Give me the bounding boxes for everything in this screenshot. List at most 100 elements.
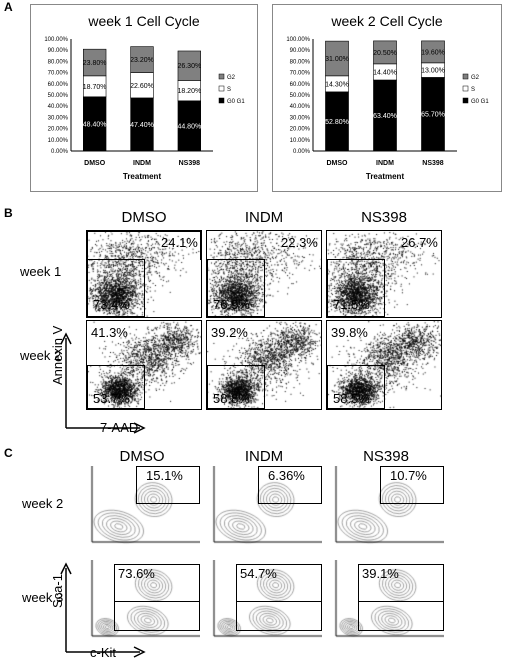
legend-swatch (462, 85, 469, 92)
data-label: 22.60% (130, 83, 154, 90)
column-header-dmso: DMSO (119, 448, 165, 465)
data-label: 14.40% (373, 69, 397, 76)
data-label: 26.30% (177, 63, 201, 70)
dot-plot-week1-dmso: 24.1% 73.4% (86, 230, 202, 318)
x-tick-label: INDM (133, 160, 151, 167)
bar-chart-svg: 100.00% 90.00% 80.00% 70.00% 60.00% 50.00% 40.… (44, 37, 245, 181)
column-header-indm: INDM (244, 209, 284, 226)
percent-lower: 71.5% (333, 297, 370, 312)
x-tick-label: NS398 (179, 160, 201, 167)
gate-lower (327, 365, 385, 409)
legend-label: G2 (471, 75, 480, 81)
gate-upper (87, 231, 201, 260)
bar-segment (373, 40, 397, 65)
axis-arrows-c (60, 562, 146, 658)
data-label: 23.80% (83, 60, 107, 67)
percent-upper: 26.7% (401, 235, 438, 250)
x-axis-label: Treatment (123, 172, 162, 181)
axis-arrows-b (60, 332, 146, 434)
gate-lower (87, 259, 145, 317)
row-header-week3: week 3 (22, 590, 64, 605)
y-tick-label: 80.00% (48, 59, 69, 65)
chart-title: week 1 Cell Cycle (88, 13, 200, 29)
column-header-ns398: NS398 (361, 209, 407, 226)
contour-plot-week3-indm: 54.7% (206, 560, 322, 644)
column-header-dmso: DMSO (121, 209, 167, 226)
y-tick-label: 0.00% (51, 149, 69, 155)
y-tick-label: 60.00% (48, 82, 69, 88)
contour-cloud (84, 466, 200, 550)
dot-plot-week1-indm: 22.3% 76.9% (206, 230, 322, 318)
y-tick-label: 0.00% (293, 149, 311, 155)
y-tick-label: 50.00% (48, 93, 69, 99)
chart-title: week 2 Cell Cycle (331, 13, 443, 29)
gate-lower (207, 259, 265, 317)
legend-label: S (471, 87, 475, 93)
contour-cloud (206, 466, 322, 550)
bar-segment (130, 46, 154, 73)
percent-gate: 54.7% (240, 566, 277, 581)
percent-lower: 76.9% (213, 297, 250, 312)
column-header-indm: INDM (244, 448, 284, 465)
gate-lower (207, 365, 265, 409)
legend-swatch (218, 97, 225, 104)
legend-swatch (462, 73, 469, 80)
dot-plot-week2-dmso: 41.3% 53.7% (86, 320, 202, 410)
gate-sca-ckit (380, 466, 444, 504)
contour-plot-week2-dmso: 15.1% (84, 466, 200, 550)
bar-chart-svg: 100.00% 90.00% 80.00% 70.00% 60.00% 50.00% 40.… (286, 37, 489, 181)
y-tick-label: 20.00% (290, 127, 311, 133)
x-axis-label-7aad: 7-AAD (100, 420, 139, 435)
y-tick-label: 70.00% (290, 71, 311, 77)
data-label: 14.30% (325, 81, 349, 88)
percent-lower: 58.8% (213, 391, 250, 406)
y-tick-label: 100.00% (44, 37, 68, 43)
data-label: 63.40% (373, 113, 397, 120)
bar-chart-week1: week 1 Cell Cycle 100.00% 90.00% 80.00% 70.… (30, 4, 258, 192)
x-axis-label: Treatment (366, 172, 405, 181)
contour-plot-week2-indm: 6.36% (206, 466, 322, 550)
y-tick-label: 40.00% (48, 104, 69, 110)
y-tick-label: 70.00% (48, 71, 69, 77)
percent-upper: 39.2% (211, 325, 248, 340)
contour-cloud (328, 466, 444, 550)
data-label: 65.70% (421, 112, 445, 119)
y-tick-label: 90.00% (290, 48, 311, 54)
percent-upper: 39.8% (331, 325, 368, 340)
legend-label: G0 G1 (471, 99, 489, 105)
percent-gate: 39.1% (362, 566, 399, 581)
gate-sca-ckit-lower (114, 601, 200, 631)
data-label: 47.40% (130, 122, 154, 129)
x-tick-label: INDM (376, 160, 394, 167)
percent-lower: 53.7% (93, 391, 130, 406)
legend-label: G2 (227, 75, 236, 81)
data-label: 13.00% (421, 68, 445, 75)
gate-sca-ckit-lower (236, 601, 322, 631)
y-tick-label: 40.00% (290, 104, 311, 110)
y-tick-label: 30.00% (48, 115, 69, 121)
percent-upper: 24.1% (161, 235, 198, 250)
percent-gate: 6.36% (268, 468, 305, 483)
gate-sca-ckit (258, 466, 322, 504)
legend-label: G0 G1 (227, 99, 245, 105)
legend-swatch (462, 97, 469, 104)
percent-lower: 73.4% (93, 297, 130, 312)
y-tick-label: 50.00% (290, 93, 311, 99)
y-tick-label: 30.00% (290, 115, 311, 121)
percent-upper: 22.3% (281, 235, 318, 250)
bar-segment (177, 50, 201, 81)
contour-plot-week3-dmso: 73.6% (84, 560, 200, 644)
x-tick-label: DMSO (84, 160, 106, 167)
gate-sca-ckit-lower (358, 601, 444, 631)
data-label: 44.80% (177, 123, 201, 130)
legend-swatch (218, 73, 225, 80)
row-header-week2: week 2 (22, 496, 64, 511)
data-label: 52.80% (325, 119, 349, 126)
x-tick-label: NS398 (422, 160, 444, 167)
percent-upper: 41.3% (91, 325, 128, 340)
panel-label-c: C (4, 446, 13, 460)
panel-label-a: A (4, 0, 13, 14)
gate-lower (87, 365, 145, 409)
bar-segment (83, 48, 107, 77)
dot-plot-week2-ns398: 39.8% 58.5% (326, 320, 442, 410)
